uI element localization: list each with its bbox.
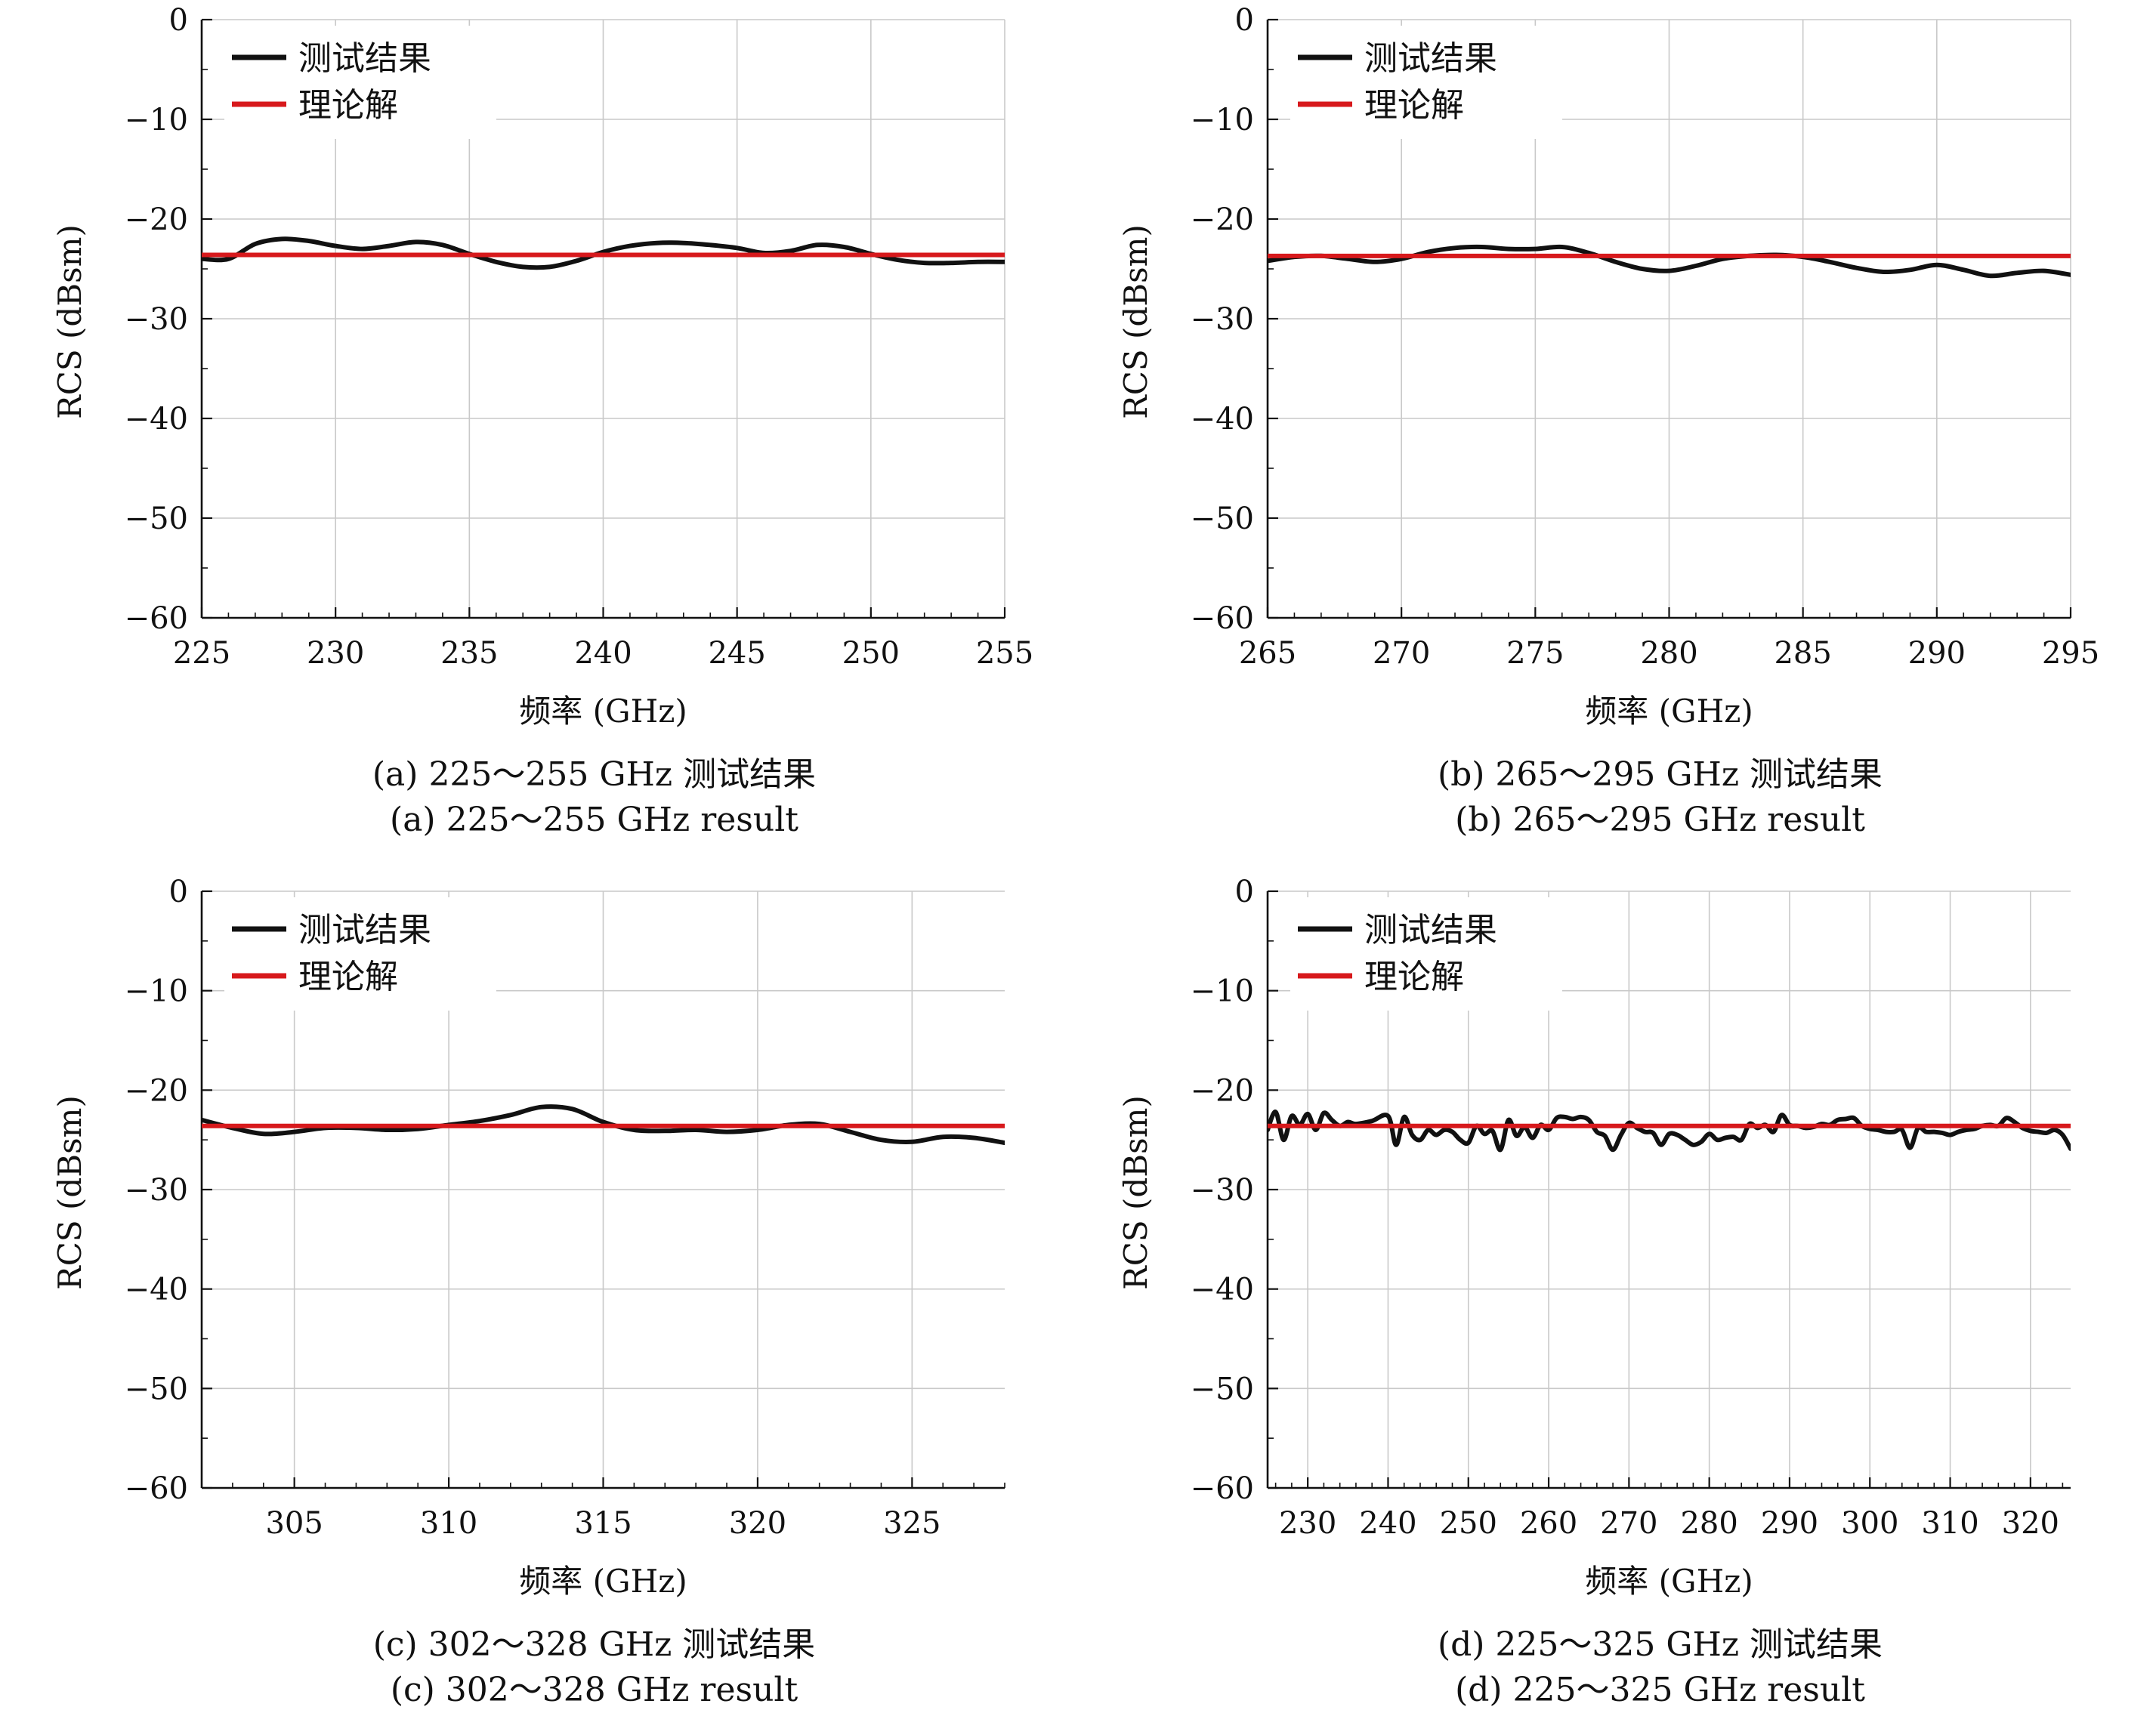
x-tick-label: 290 — [1761, 1506, 1818, 1541]
x-tick-label: 315 — [574, 1506, 632, 1541]
caption-en: (c) 302～328 GHz result — [391, 1671, 798, 1709]
x-tick-label: 265 — [1239, 636, 1296, 671]
x-tick-label: 320 — [2002, 1506, 2059, 1541]
legend-label: 理论解 — [1364, 86, 1464, 125]
y-tick-label: −60 — [1191, 1471, 1254, 1506]
y-tick-label: −20 — [125, 1073, 188, 1108]
y-tick-label: −10 — [1191, 974, 1254, 1009]
y-tick-label: −10 — [125, 103, 188, 137]
y-axis-label: RCS (dBsm) — [1117, 224, 1154, 419]
y-tick-label: −50 — [125, 502, 188, 536]
x-tick-label: 235 — [440, 636, 498, 671]
caption-cn: (d) 225～325 GHz 测试结果 — [1438, 1625, 1883, 1664]
x-tick-label: 300 — [1841, 1506, 1898, 1541]
y-tick-label: −10 — [1191, 103, 1254, 137]
y-tick-label: 0 — [1235, 875, 1254, 909]
y-tick-label: −50 — [125, 1372, 188, 1406]
legend-label: 理论解 — [298, 958, 398, 996]
caption-en: (d) 225～325 GHz result — [1455, 1671, 1865, 1709]
x-axis-label: 频率 (GHz) — [519, 1563, 687, 1600]
y-tick-label: −40 — [125, 402, 188, 437]
x-tick-label: 230 — [307, 636, 364, 671]
x-tick-label: 250 — [1440, 1506, 1497, 1541]
legend-label: 理论解 — [298, 86, 398, 125]
x-tick-label: 280 — [1680, 1506, 1737, 1541]
y-tick-label: −20 — [1191, 1073, 1254, 1108]
x-tick-label: 270 — [1373, 636, 1430, 671]
x-tick-label: 260 — [1520, 1506, 1577, 1541]
y-axis-label: RCS (dBsm) — [51, 224, 88, 419]
caption-en: (a) 225～255 GHz result — [390, 801, 798, 839]
legend-background — [224, 26, 496, 139]
x-tick-label: 285 — [1774, 636, 1831, 671]
y-tick-label: 0 — [169, 875, 188, 909]
y-tick-label: −40 — [125, 1273, 188, 1307]
x-tick-label: 310 — [1921, 1506, 1978, 1541]
caption-cn: (b) 265～295 GHz 测试结果 — [1438, 755, 1883, 794]
x-tick-label: 295 — [2042, 636, 2099, 671]
caption-en: (b) 265～295 GHz result — [1455, 801, 1865, 839]
y-tick-label: −30 — [1191, 1173, 1254, 1208]
legend-label: 测试结果 — [298, 39, 431, 78]
x-axis-label: 频率 (GHz) — [519, 693, 687, 730]
x-tick-label: 280 — [1640, 636, 1697, 671]
x-axis-label: 频率 (GHz) — [1585, 1563, 1753, 1600]
x-tick-label: 305 — [265, 1506, 323, 1541]
y-tick-label: −30 — [1191, 302, 1254, 337]
series-line-measured — [1268, 244, 2071, 279]
series-line-measured — [1268, 1110, 2071, 1153]
x-tick-label: 270 — [1600, 1506, 1657, 1541]
caption-cn: (c) 302～328 GHz 测试结果 — [373, 1625, 816, 1664]
y-tick-label: −50 — [1191, 502, 1254, 536]
x-tick-label: 240 — [1359, 1506, 1416, 1541]
chart-panel-c: 0 −10 −20 −30 −40 −50 −60 305 310 315 320 325 频率 (GH… — [51, 875, 1005, 1709]
x-axis-label: 频率 (GHz) — [1585, 693, 1753, 730]
y-tick-label: −30 — [125, 302, 188, 337]
chart-panel-d: 0 −10 −20 −30 −40 −50 −60 230 240 250 260 270 280 290… — [1117, 875, 2071, 1709]
y-tick-label: −60 — [125, 1471, 188, 1506]
x-tick-label: 320 — [729, 1506, 786, 1541]
y-tick-label: −20 — [125, 202, 188, 237]
y-axis-label: RCS (dBsm) — [51, 1095, 88, 1290]
x-tick-label: 250 — [842, 636, 900, 671]
legend-label: 测试结果 — [298, 911, 431, 949]
legend-background — [1290, 26, 1562, 139]
legend-background — [224, 897, 496, 1011]
x-tick-label: 240 — [574, 636, 632, 671]
x-tick-label: 290 — [1908, 636, 1966, 671]
y-tick-label: −10 — [125, 974, 188, 1009]
caption-cn: (a) 225～255 GHz 测试结果 — [372, 755, 816, 794]
y-tick-label: −20 — [1191, 202, 1254, 237]
legend-label: 测试结果 — [1364, 911, 1497, 949]
y-tick-label: 0 — [1235, 3, 1254, 38]
y-tick-label: −50 — [1191, 1372, 1254, 1406]
x-tick-label: 325 — [883, 1506, 941, 1541]
legend-background — [1290, 897, 1562, 1011]
x-tick-label: 275 — [1506, 636, 1564, 671]
y-tick-label: −40 — [1191, 402, 1254, 437]
y-axis-label: RCS (dBsm) — [1117, 1095, 1154, 1290]
legend-label: 理论解 — [1364, 958, 1464, 996]
x-tick-label: 225 — [173, 636, 230, 671]
x-tick-label: 245 — [708, 636, 765, 671]
y-tick-label: −30 — [125, 1173, 188, 1208]
x-tick-label: 230 — [1279, 1506, 1336, 1541]
legend-label: 测试结果 — [1364, 39, 1497, 78]
x-tick-label: 310 — [420, 1506, 477, 1541]
y-tick-label: 0 — [169, 3, 188, 38]
y-tick-label: −40 — [1191, 1273, 1254, 1307]
y-tick-label: −60 — [125, 601, 188, 636]
y-tick-label: −60 — [1191, 601, 1254, 636]
x-tick-label: 255 — [976, 636, 1033, 671]
